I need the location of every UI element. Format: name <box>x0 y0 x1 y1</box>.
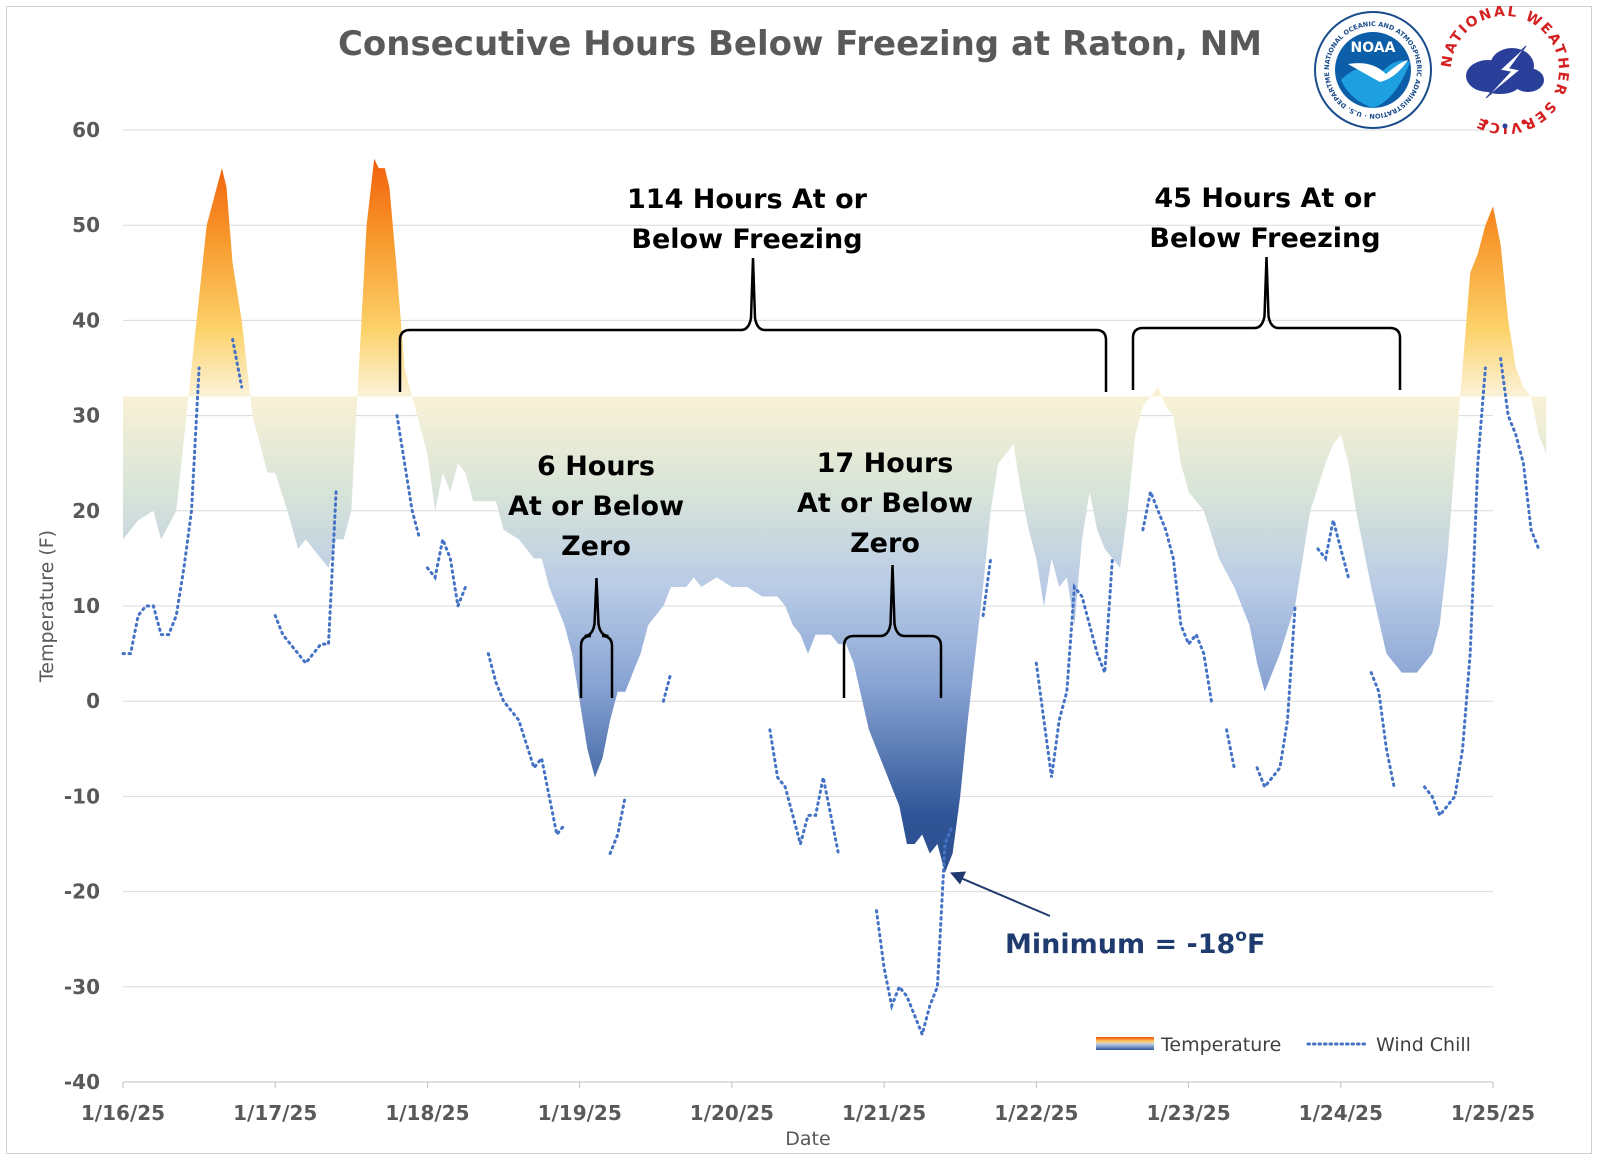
wind-chill-segment-7 <box>661 671 673 703</box>
y-tick-label: 40 <box>72 308 100 332</box>
wind-chill-segment-6 <box>608 794 627 855</box>
wind-chill-segment-4 <box>425 534 467 612</box>
x-axis-label: Date <box>785 1128 830 1150</box>
annotation-45-hours-line-1: Below Freezing <box>1149 223 1380 254</box>
wind-chill-segment-2 <box>273 490 338 666</box>
x-tick-label: 1/18/25 <box>385 1101 469 1125</box>
annotation-minimum: Minimum = -18oF <box>1005 926 1265 960</box>
legend-temperature-swatch <box>1096 1037 1154 1050</box>
x-tick-label: 1/19/25 <box>538 1101 622 1125</box>
bracket-114-hours <box>398 257 1108 392</box>
annotation-6-hours-line-1: At or Below <box>508 491 684 522</box>
y-tick-label: 60 <box>72 118 100 142</box>
nws-logo: NATIONAL WEATHER SERVICE <box>1439 4 1570 136</box>
legend-wind-chill-label: Wind Chill <box>1376 1034 1471 1056</box>
bracket-17-hours <box>842 564 943 698</box>
annotation-6-hours-line-2: Zero <box>561 531 631 562</box>
wind-chill-segment-8 <box>768 728 840 855</box>
wind-chill-segment-13 <box>1225 728 1236 770</box>
wind-chill-segment-5 <box>486 652 566 838</box>
wind-chill-segment-15 <box>1316 519 1350 579</box>
wind-chill-segment-0 <box>121 366 201 656</box>
minimum-arrow-head <box>950 871 967 885</box>
temperature-area <box>123 158 1547 873</box>
x-tick-label: 1/24/25 <box>1299 1101 1383 1125</box>
x-tick-label: 1/17/25 <box>233 1101 317 1125</box>
wind-chill-line <box>121 337 1541 1040</box>
annotation-45-hours-line-0: 45 Hours At or <box>1154 183 1376 214</box>
y-tick-label: 20 <box>72 499 100 523</box>
bracket-6-hours <box>579 577 614 698</box>
wind-chill-segment-16 <box>1369 671 1396 789</box>
wind-chill-segment-9 <box>875 823 955 1040</box>
y-tick-label: -20 <box>64 880 100 904</box>
degree-superscript: o <box>1235 926 1247 946</box>
annotation-brackets <box>398 256 1402 698</box>
annotation-17-hours-line-1: At or Below <box>797 488 973 519</box>
chart-title: Consecutive Hours Below Freezing at Rato… <box>337 24 1262 64</box>
x-tick-label: 1/21/25 <box>842 1101 926 1125</box>
x-tick-label: 1/20/25 <box>690 1101 774 1125</box>
y-tick-label: -10 <box>64 784 100 808</box>
wind-chill-segment-12 <box>1141 486 1213 703</box>
svg-text:NOAA: NOAA <box>1351 40 1396 56</box>
wind-chill-segment-14 <box>1255 604 1297 790</box>
y-axis-label: Temperature (F) <box>36 530 58 683</box>
annotation-114-hours-line-0: 114 Hours At or <box>627 184 868 215</box>
legend-temperature-label: Temperature <box>1160 1034 1281 1056</box>
y-tick-label: 50 <box>72 213 100 237</box>
bracket-45-hours <box>1131 256 1402 390</box>
wind-chill-segment-18 <box>1499 357 1541 551</box>
legend: Temperature Wind Chill <box>1096 1034 1471 1056</box>
y-tick-label: 30 <box>72 404 100 428</box>
y-tick-label: 10 <box>72 594 100 618</box>
svg-text:NATIONAL OCEANIC AND ATMOSPHER: NATIONAL OCEANIC AND ATMOSPHERIC ADMINIS… <box>0 0 1423 120</box>
wind-chill-segment-3 <box>395 414 422 541</box>
annotation-6-hours-line-0: 6 Hours <box>537 451 655 482</box>
y-tick-label: -30 <box>64 975 100 999</box>
x-tick-label: 1/22/25 <box>994 1101 1078 1125</box>
y-tick-label: 0 <box>86 689 100 713</box>
wind-chill-segment-1 <box>231 337 244 389</box>
annotation-17-hours-line-2: Zero <box>850 528 920 559</box>
noaa-logo: NATIONAL OCEANIC AND ATMOSPHERIC ADMINIS… <box>0 0 1432 129</box>
annotation-114-hours-line-1: Below Freezing <box>631 224 862 255</box>
y-tick-label: -40 <box>64 1070 100 1094</box>
x-tick-label: 1/25/25 <box>1451 1101 1535 1125</box>
unit-suffix: F <box>1247 929 1265 960</box>
x-tick-label: 1/16/25 <box>81 1101 165 1125</box>
x-tick-label: 1/23/25 <box>1146 1101 1230 1125</box>
wind-chill-segment-10 <box>981 556 993 617</box>
minimum-arrow-shaft <box>961 877 1051 917</box>
x-tick-labels: 1/16/25 1/17/25 1/18/25 1/19/25 1/20/25 1/21/… <box>81 1082 1535 1125</box>
y-tick-labels: 60 50 40 30 20 10 0 -10 -20 -30 -40 <box>64 118 100 1094</box>
annotation-17-hours-line-0: 17 Hours <box>817 448 954 479</box>
annotations: 114 Hours At or Below Freezing 45 Hours At… <box>508 183 1381 960</box>
wind-chill-segment-17 <box>1423 366 1487 819</box>
wind-chill-segment-11 <box>1034 556 1114 778</box>
